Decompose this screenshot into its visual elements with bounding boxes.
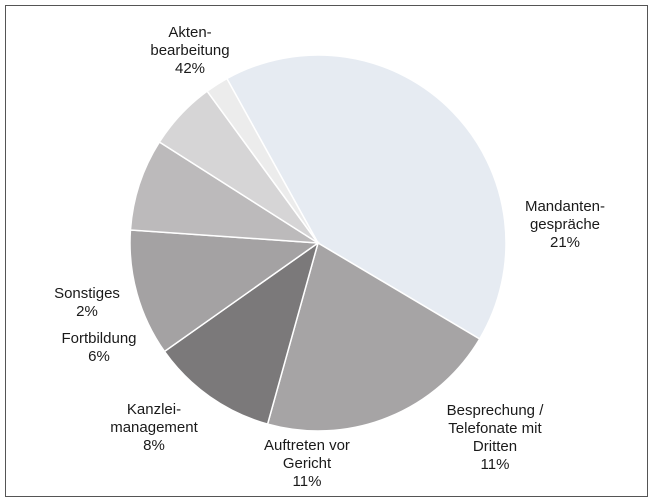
slice-label: Sonstiges 2% bbox=[54, 285, 120, 320]
pie-slice bbox=[163, 241, 320, 426]
slice-value-label: 2% bbox=[76, 303, 98, 320]
slice-label: Besprechung / Telefonate mit Dritten 11% bbox=[447, 402, 545, 473]
pie-slice bbox=[206, 77, 319, 244]
slice-name-line: Telefonate mit bbox=[448, 420, 542, 437]
slice-value-label: 42% bbox=[175, 60, 205, 77]
slice-value-label: 6% bbox=[88, 348, 110, 365]
slice-name-line: Sonstiges bbox=[54, 285, 120, 302]
pie-slices bbox=[129, 54, 507, 432]
slice-name-line: Fortbildung bbox=[61, 330, 136, 347]
pie-labels: Akten-bearbeitung 42%Mandanten-gespräche 2… bbox=[54, 24, 605, 490]
slice-label: Akten-bearbeitung 42% bbox=[150, 24, 229, 77]
slice-value-label: 11% bbox=[481, 456, 510, 473]
slice-name-line: gespräche bbox=[530, 216, 600, 233]
slice-label: Fortbildung 6% bbox=[61, 330, 136, 365]
slice-name-line: Besprechung / bbox=[447, 402, 545, 419]
slice-name-line: Akten- bbox=[168, 24, 211, 41]
pie-slice bbox=[225, 54, 507, 341]
slice-name-line: Auftreten vor bbox=[264, 437, 350, 454]
pie-slice bbox=[129, 140, 319, 244]
slice-label: Kanzlei-management 8% bbox=[110, 401, 198, 454]
slice-name-line: management bbox=[110, 419, 198, 436]
slice-name-line: Gericht bbox=[283, 455, 332, 472]
slice-name-line: Mandanten- bbox=[525, 198, 605, 215]
slice-name-line: Dritten bbox=[473, 438, 517, 455]
slice-name-line: Kanzlei- bbox=[127, 401, 181, 418]
pie-slice bbox=[129, 229, 321, 353]
slice-name-line: bearbeitung bbox=[150, 42, 229, 59]
pie-slice bbox=[266, 241, 481, 432]
slice-value-label: 11% bbox=[293, 473, 322, 490]
slice-label: Auftreten vor Gericht 11% bbox=[264, 437, 350, 490]
slice-label: Mandanten-gespräche 21% bbox=[525, 198, 605, 251]
slice-value-label: 8% bbox=[143, 437, 165, 454]
slice-value-label: 21% bbox=[550, 234, 580, 251]
